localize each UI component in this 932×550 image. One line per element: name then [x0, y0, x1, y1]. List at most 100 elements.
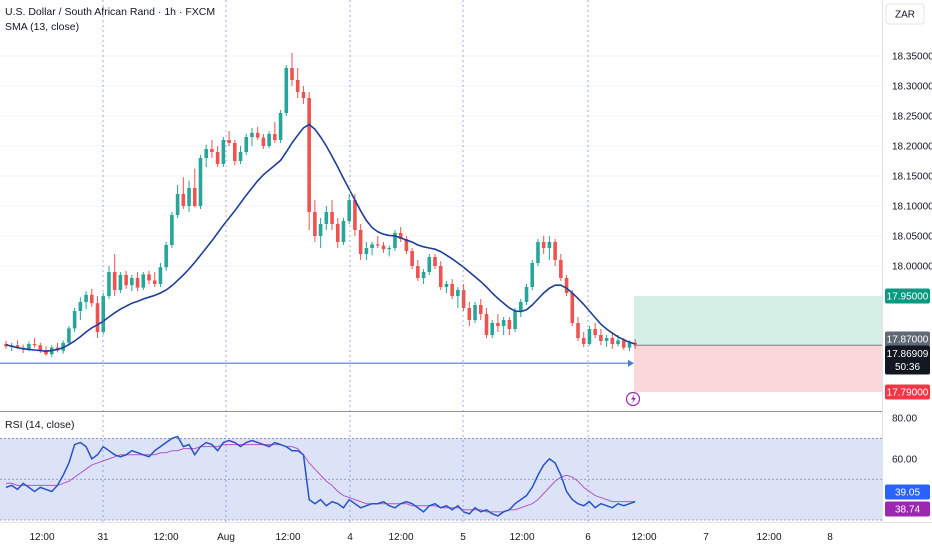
rsi-legend[interactable]: RSI (14, close) — [5, 419, 74, 431]
indicator-legend[interactable]: SMA (13, close) — [5, 21, 79, 33]
candle — [112, 254, 117, 296]
price-tick-label: 18.05000 — [892, 232, 932, 243]
candle — [107, 266, 111, 299]
candle — [204, 144, 208, 167]
candle — [181, 177, 186, 209]
candle — [152, 272, 157, 287]
last-price-label: 17.86909 50:36 — [885, 345, 930, 375]
candle — [370, 242, 374, 256]
candle — [490, 320, 494, 338]
candle — [78, 297, 83, 320]
candle — [141, 272, 146, 290]
candle — [398, 227, 403, 242]
candle — [421, 269, 426, 284]
candle — [559, 254, 563, 281]
time-axis[interactable]: 12:00 31 12:00 Aug 12:00 4 12:00 5 12:00 6 12:00 7 1… — [29, 532, 833, 543]
candle — [90, 288, 94, 307]
candle — [478, 299, 483, 320]
candle — [55, 342, 60, 353]
rsi-value-label: 39.05 — [885, 484, 930, 500]
candle — [330, 200, 334, 230]
svg-text:17.87000: 17.87000 — [887, 335, 929, 346]
rsi-ma-line — [6, 444, 636, 513]
candle — [278, 110, 283, 143]
candle — [175, 185, 180, 218]
candle — [496, 314, 500, 332]
candle — [427, 254, 432, 275]
candle — [473, 302, 477, 323]
candle — [341, 218, 346, 245]
candle — [581, 332, 586, 347]
rsi-line — [5, 435, 636, 517]
price-tick-label: 18.20000 — [892, 142, 932, 153]
candle — [438, 261, 443, 290]
time-tick-label: 12:00 — [509, 532, 534, 543]
candle — [250, 128, 254, 146]
candle — [244, 134, 249, 155]
rsi-tick-label: 80.00 — [892, 414, 917, 425]
candle — [170, 212, 174, 248]
candle — [95, 296, 100, 338]
stop-zone[interactable] — [634, 345, 882, 392]
candle — [295, 68, 300, 98]
currency-label: ZAR — [895, 10, 915, 21]
candles-layer — [4, 53, 637, 358]
candle — [72, 308, 77, 332]
candle — [547, 236, 552, 260]
price-axis[interactable] — [882, 0, 932, 522]
candle — [101, 293, 106, 335]
candle — [192, 168, 197, 208]
candle — [290, 53, 294, 86]
candle — [381, 242, 386, 253]
candle — [118, 272, 123, 293]
candle — [456, 287, 460, 308]
candle — [564, 275, 569, 296]
candle — [433, 254, 437, 269]
candle — [32, 338, 37, 348]
candle — [507, 317, 512, 335]
price-tick-label: 18.15000 — [892, 172, 932, 183]
time-tick-label: 4 — [347, 532, 353, 543]
candle — [187, 180, 191, 212]
candle — [364, 242, 369, 260]
candle — [393, 230, 397, 251]
candle — [376, 236, 380, 248]
target-zone[interactable] — [634, 296, 882, 346]
candle — [158, 263, 163, 287]
time-tick-label: 7 — [703, 532, 709, 543]
candle — [461, 284, 466, 311]
entry-price-label: 17.87000 — [885, 331, 930, 347]
time-tick-label: 5 — [460, 532, 466, 543]
candle — [227, 131, 231, 146]
candle — [255, 126, 260, 140]
candle — [147, 270, 151, 284]
price-tick-label: 18.30000 — [892, 82, 932, 93]
candle — [324, 206, 329, 230]
candle — [570, 290, 575, 326]
candle — [587, 326, 592, 346]
candle — [484, 308, 489, 338]
currency-selector[interactable]: ZAR — [885, 3, 925, 25]
svg-text:17.79000: 17.79000 — [887, 388, 929, 399]
price-tick-label: 18.35000 — [892, 52, 932, 63]
candle — [84, 291, 88, 310]
time-tick-label: 12:00 — [275, 532, 300, 543]
arrow-right-icon — [628, 359, 634, 367]
svg-text:38.74: 38.74 — [895, 505, 920, 516]
candle — [313, 200, 317, 242]
candle — [307, 92, 311, 230]
candle — [593, 323, 597, 338]
lightning-icon[interactable] — [625, 391, 641, 407]
candle — [261, 134, 266, 149]
long-position-tool[interactable] — [634, 296, 882, 392]
candle — [358, 224, 363, 260]
time-tick-label: 12:00 — [756, 532, 781, 543]
rsi-tick-label: 60.00 — [892, 454, 917, 465]
day-separators — [102, 0, 589, 522]
time-tick-label: 12:00 — [631, 532, 656, 543]
candle — [233, 140, 237, 166]
candle — [130, 275, 134, 292]
candle — [135, 272, 140, 292]
candle — [501, 317, 506, 335]
